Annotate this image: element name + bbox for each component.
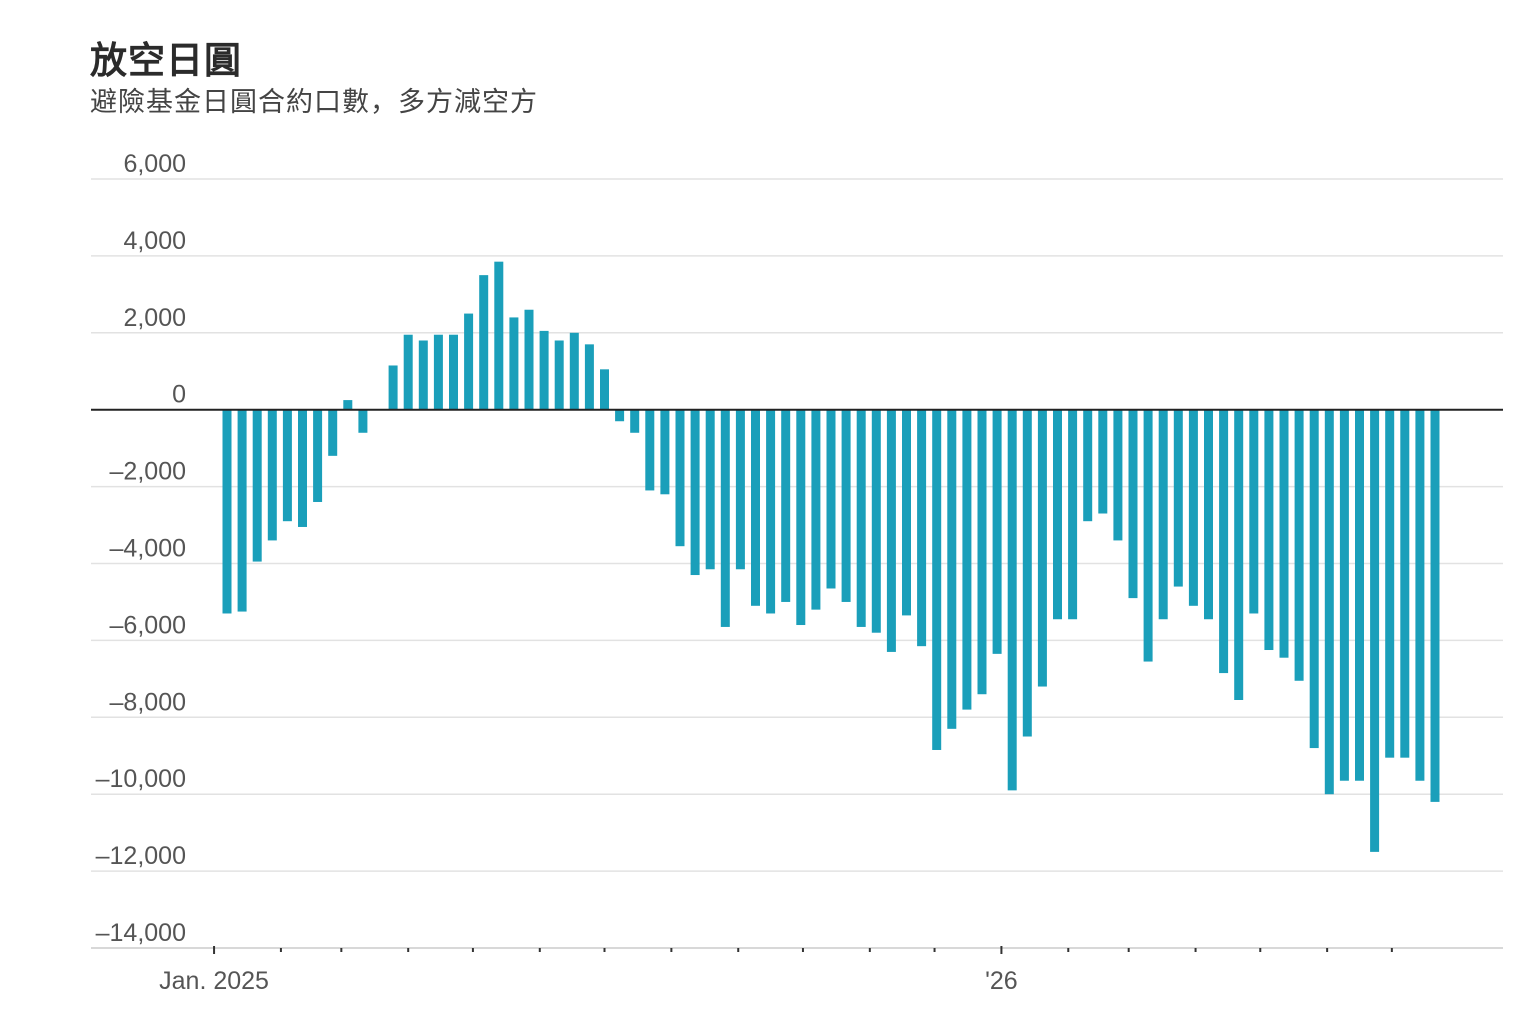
bar — [539, 330, 549, 410]
x-tick-label: Jan. 2025 — [159, 967, 269, 995]
bar — [1415, 409, 1425, 781]
bar — [524, 309, 534, 410]
bar — [1113, 409, 1123, 541]
bar — [1068, 409, 1078, 620]
bar — [1294, 409, 1304, 681]
bar — [1249, 409, 1259, 614]
bar — [645, 409, 655, 491]
bar — [479, 275, 489, 410]
x-tick-label: '26 — [985, 967, 1018, 995]
bar — [1143, 409, 1153, 662]
bar — [328, 409, 338, 456]
y-tick-label: 4,000 — [123, 227, 186, 255]
bar — [554, 340, 564, 410]
bar — [569, 332, 579, 410]
y-tick-label: –10,000 — [96, 765, 186, 793]
bar — [1173, 409, 1183, 587]
bar — [675, 409, 685, 547]
bar — [811, 409, 821, 610]
bar — [962, 409, 972, 710]
y-tick-label: –12,000 — [96, 842, 186, 870]
bar — [1188, 409, 1198, 606]
bar — [992, 409, 1002, 654]
bar — [1279, 409, 1289, 658]
bar — [781, 409, 791, 602]
y-tick-label: –8,000 — [110, 688, 186, 716]
bar — [1083, 409, 1093, 522]
bar — [358, 409, 368, 433]
bar — [1204, 409, 1213, 620]
bar — [433, 334, 443, 410]
bar — [615, 409, 625, 422]
bar — [977, 409, 987, 695]
bar — [1385, 409, 1395, 758]
bar — [509, 317, 519, 410]
bar — [343, 400, 353, 410]
bar — [856, 409, 866, 627]
bar — [660, 409, 670, 495]
bar — [267, 409, 277, 541]
bar — [313, 409, 323, 502]
bar — [494, 261, 504, 410]
y-tick-label: 6,000 — [123, 150, 186, 178]
bar — [1053, 409, 1062, 620]
bar — [1098, 409, 1108, 514]
bar — [871, 409, 881, 633]
bar — [252, 409, 262, 562]
bar — [464, 313, 474, 410]
bar — [1037, 409, 1047, 687]
bar — [917, 409, 927, 647]
bar — [1234, 409, 1244, 700]
bar — [902, 409, 911, 616]
bar — [1264, 409, 1274, 651]
bar — [630, 409, 640, 433]
bar — [298, 409, 307, 527]
bar — [222, 409, 232, 614]
y-tick-label: 0 — [172, 381, 186, 409]
bar — [600, 369, 609, 410]
bar — [1309, 409, 1319, 749]
bar — [1128, 409, 1138, 599]
bar — [1400, 409, 1410, 758]
y-axis-ticks: 6,000 4,000 2,000 0 –2,000 –4,000 –6,000 –8,000… — [96, 150, 186, 947]
bar — [418, 340, 428, 410]
bar — [947, 409, 957, 729]
bars — [91, 261, 1503, 852]
y-tick-label: –6,000 — [110, 611, 186, 639]
bar — [1355, 409, 1364, 781]
bar — [735, 409, 745, 570]
bar — [388, 365, 398, 410]
chart-subtitle: 避險基金日圓合約口數，多方減空方 — [90, 87, 538, 118]
bar — [690, 409, 700, 576]
bar — [796, 409, 806, 626]
bar — [1022, 409, 1032, 737]
bar — [1339, 409, 1349, 781]
y-tick-label: 2,000 — [123, 304, 186, 332]
bar — [766, 409, 776, 614]
bar — [932, 409, 942, 750]
bar — [403, 334, 413, 410]
y-tick-label: –2,000 — [110, 458, 186, 486]
bar — [705, 409, 715, 570]
bar — [886, 409, 896, 652]
y-tick-label: –14,000 — [96, 919, 186, 947]
bar — [1158, 409, 1168, 620]
bar — [449, 334, 458, 410]
bar — [1370, 409, 1380, 852]
bar — [826, 409, 836, 589]
bar — [237, 409, 247, 612]
bar — [1324, 409, 1334, 795]
y-tick-label: –4,000 — [110, 535, 186, 563]
x-axis: Jan. 2025 '26 — [91, 946, 1503, 995]
bar — [1007, 409, 1017, 791]
bar — [841, 409, 851, 602]
bar — [282, 409, 292, 522]
bar — [584, 344, 594, 410]
bar — [751, 409, 760, 606]
bar — [1430, 409, 1440, 802]
bar — [1219, 409, 1229, 674]
bar — [720, 409, 730, 627]
chart-title: 放空日圓 — [90, 39, 242, 82]
